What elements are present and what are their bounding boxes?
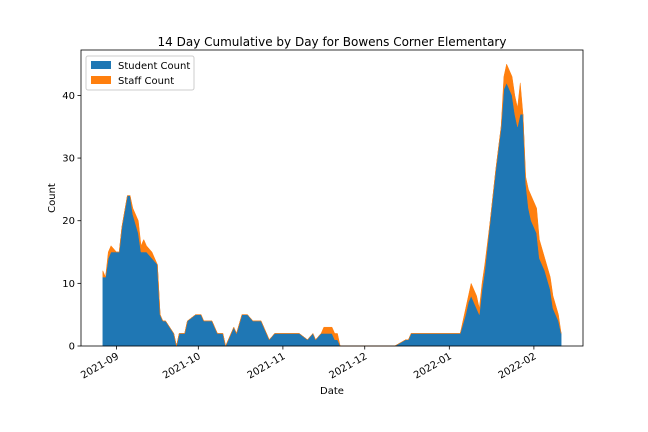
y-axis-label: Count [47, 183, 58, 213]
y-tick-label: 40 [62, 91, 75, 102]
y-tick-label: 20 [62, 216, 75, 227]
x-tick-label: 2022-01 [412, 351, 454, 381]
legend-label: Student Count [118, 61, 190, 72]
legend-frame [85, 55, 195, 91]
legend-swatch [91, 76, 111, 84]
x-tick-label: 2021-09 [79, 351, 121, 381]
legend: Student Count Staff Count [85, 55, 195, 91]
x-tick-label: 2021-12 [328, 351, 370, 381]
area [102, 63, 562, 347]
y-tick-label: 30 [62, 154, 75, 165]
x-tick-label: 2021-11 [246, 351, 288, 381]
y-tick-label: 10 [62, 279, 75, 290]
x-axis-label: Date [320, 386, 344, 397]
chart-title: 14 Day Cumulative by Day for Bowens Corn… [158, 35, 507, 49]
y-tick-label: 0 [69, 342, 75, 353]
legend-label: Staff Count [118, 76, 174, 87]
x-tick-label: 2022-02 [497, 351, 539, 381]
x-tick-label: 2021-10 [161, 351, 203, 381]
area [102, 82, 562, 347]
legend-swatch [91, 61, 111, 69]
plot-frame [80, 49, 584, 347]
